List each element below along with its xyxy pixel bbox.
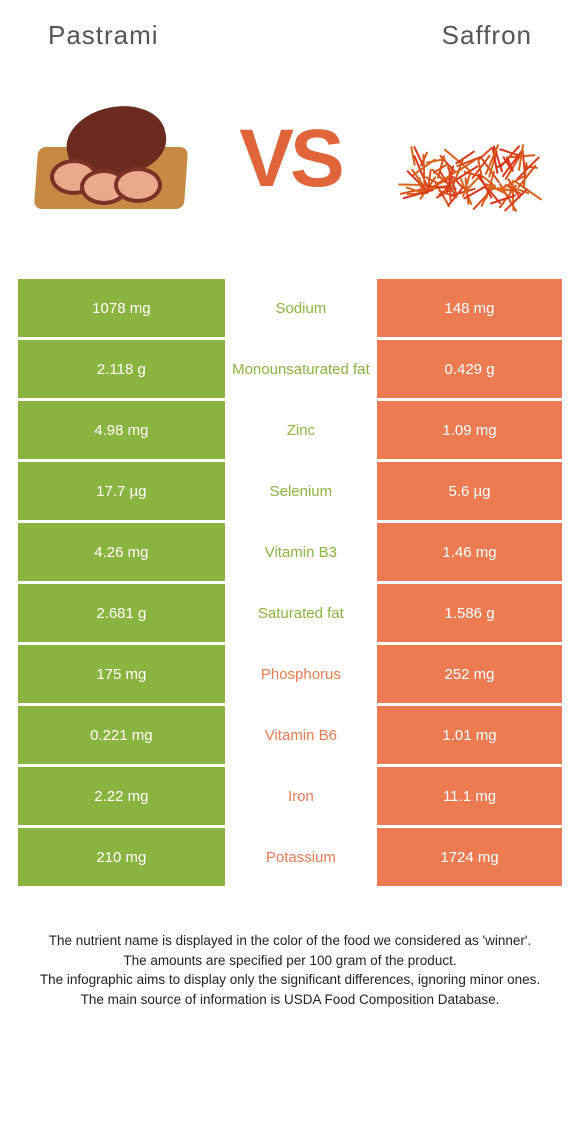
pastrami-image bbox=[28, 99, 198, 219]
nutrient-label: Potassium bbox=[225, 828, 377, 886]
nutrient-right-value: 148 mg bbox=[377, 279, 562, 337]
food-name-right: Saffron bbox=[442, 20, 532, 51]
nutrient-left-value: 4.26 mg bbox=[18, 523, 225, 581]
nutrient-label: Selenium bbox=[225, 462, 377, 520]
nutrient-left-value: 2.681 g bbox=[18, 584, 225, 642]
nutrient-left-value: 2.118 g bbox=[18, 340, 225, 398]
nutrient-right-value: 1.01 mg bbox=[377, 706, 562, 764]
nutrient-row-2: 4.98 mgZinc1.09 mg bbox=[18, 401, 562, 459]
vs-row: VS bbox=[18, 79, 562, 279]
nutrient-row-6: 175 mgPhosphorus252 mg bbox=[18, 645, 562, 703]
footer-line-2: The amounts are specified per 100 gram o… bbox=[30, 951, 550, 971]
saffron-image bbox=[382, 99, 552, 219]
footer-line-3: The infographic aims to display only the… bbox=[30, 970, 550, 990]
nutrient-right-value: 252 mg bbox=[377, 645, 562, 703]
nutrient-row-9: 210 mgPotassium1724 mg bbox=[18, 828, 562, 886]
nutrient-row-5: 2.681 gSaturated fat1.586 g bbox=[18, 584, 562, 642]
nutrient-label: Phosphorus bbox=[225, 645, 377, 703]
food-name-left: Pastrami bbox=[48, 20, 159, 51]
nutrient-right-value: 1.09 mg bbox=[377, 401, 562, 459]
nutrient-label: Vitamin B6 bbox=[225, 706, 377, 764]
nutrient-left-value: 1078 mg bbox=[18, 279, 225, 337]
nutrient-row-0: 1078 mgSodium148 mg bbox=[18, 279, 562, 337]
nutrient-label: Iron bbox=[225, 767, 377, 825]
nutrient-right-value: 11.1 mg bbox=[377, 767, 562, 825]
nutrient-row-7: 0.221 mgVitamin B61.01 mg bbox=[18, 706, 562, 764]
nutrient-table: 1078 mgSodium148 mg2.118 gMonounsaturate… bbox=[18, 279, 562, 886]
nutrient-left-value: 17.7 µg bbox=[18, 462, 225, 520]
nutrient-left-value: 4.98 mg bbox=[18, 401, 225, 459]
nutrient-right-value: 5.6 µg bbox=[377, 462, 562, 520]
nutrient-left-value: 175 mg bbox=[18, 645, 225, 703]
nutrient-right-value: 1.46 mg bbox=[377, 523, 562, 581]
nutrient-left-value: 210 mg bbox=[18, 828, 225, 886]
nutrient-left-value: 0.221 mg bbox=[18, 706, 225, 764]
nutrient-label: Zinc bbox=[225, 401, 377, 459]
nutrient-right-value: 1.586 g bbox=[377, 584, 562, 642]
nutrient-right-value: 0.429 g bbox=[377, 340, 562, 398]
footer-notes: The nutrient name is displayed in the co… bbox=[18, 889, 562, 1009]
footer-line-4: The main source of information is USDA F… bbox=[30, 990, 550, 1010]
nutrient-row-4: 4.26 mgVitamin B31.46 mg bbox=[18, 523, 562, 581]
footer-line-1: The nutrient name is displayed in the co… bbox=[30, 931, 550, 951]
header: Pastrami Saffron bbox=[18, 20, 562, 79]
nutrient-row-1: 2.118 gMonounsaturated fat0.429 g bbox=[18, 340, 562, 398]
nutrient-label: Vitamin B3 bbox=[225, 523, 377, 581]
nutrient-label: Sodium bbox=[225, 279, 377, 337]
nutrient-row-3: 17.7 µgSelenium5.6 µg bbox=[18, 462, 562, 520]
nutrient-label: Saturated fat bbox=[225, 584, 377, 642]
vs-label: VS bbox=[239, 112, 340, 206]
nutrient-label: Monounsaturated fat bbox=[225, 340, 377, 398]
nutrient-right-value: 1724 mg bbox=[377, 828, 562, 886]
nutrient-row-8: 2.22 mgIron11.1 mg bbox=[18, 767, 562, 825]
nutrient-left-value: 2.22 mg bbox=[18, 767, 225, 825]
